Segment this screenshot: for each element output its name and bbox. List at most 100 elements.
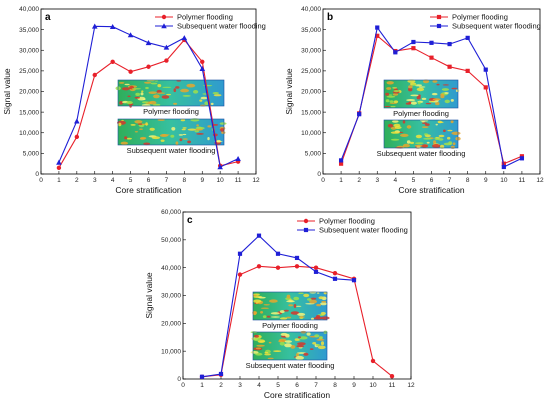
x-tick-label: 6 xyxy=(430,177,434,184)
y-tick-label: 30,000 xyxy=(301,47,321,54)
inset-speckle xyxy=(145,86,149,90)
y-tick-label: 20,000 xyxy=(301,89,321,96)
y-tick-label: 20,000 xyxy=(19,89,39,96)
data-point xyxy=(351,278,357,283)
inset-speckle xyxy=(220,128,225,132)
data-point xyxy=(447,64,452,69)
y-tick-label: 10,000 xyxy=(301,130,321,137)
y-tick-label: 60,000 xyxy=(161,209,181,216)
inset-speckle xyxy=(157,118,165,121)
inset-speckle xyxy=(415,142,424,145)
inset-speckle xyxy=(268,341,272,344)
inset-speckle xyxy=(450,120,454,124)
inset-speckle xyxy=(253,299,262,303)
y-tick-label: 50,000 xyxy=(161,237,181,244)
inset-speckle xyxy=(435,102,440,106)
inset-speckle xyxy=(406,99,416,102)
inset-speckle xyxy=(440,93,444,96)
inset-image-border xyxy=(383,79,459,109)
y-tick-label: 15,000 xyxy=(301,109,321,116)
inset-image-border xyxy=(383,119,459,149)
inset-speckle xyxy=(402,143,410,148)
inset-speckle xyxy=(414,144,423,147)
x-tick-label: 7 xyxy=(448,177,452,184)
inset-speckle xyxy=(406,125,412,129)
inset-speckle xyxy=(320,316,330,320)
inset-speckle xyxy=(138,123,143,125)
inset-speckle xyxy=(286,316,292,319)
inset-image-polymer xyxy=(115,79,225,108)
inset-speckle xyxy=(387,123,394,128)
inset-speckle xyxy=(161,134,170,136)
inset-speckle xyxy=(284,340,292,343)
inset-speckle xyxy=(309,299,317,304)
inset-speckle xyxy=(293,296,300,301)
inset-speckle xyxy=(139,137,146,140)
data-point xyxy=(447,41,452,47)
y-tick-label: 30,000 xyxy=(161,293,181,300)
inset-speckle xyxy=(435,123,438,126)
inset-speckle xyxy=(216,139,221,143)
inset-image-border xyxy=(117,79,225,107)
inset-speckle xyxy=(285,333,290,338)
y-axis-title: Signal value xyxy=(144,272,154,319)
inset-speckle xyxy=(182,138,188,140)
data-point xyxy=(199,374,205,379)
inset-speckle xyxy=(196,133,204,135)
inset-speckle xyxy=(437,120,442,124)
inset-speckle xyxy=(426,141,430,144)
inset-speckle xyxy=(264,353,271,356)
x-tick-label: 12 xyxy=(536,177,544,184)
x-tick-label: 3 xyxy=(93,177,97,184)
inset-speckle xyxy=(320,311,326,315)
inset-speckle xyxy=(180,88,190,93)
inset-speckle xyxy=(393,100,399,103)
inset-speckle xyxy=(142,101,149,104)
x-tick-label: 5 xyxy=(412,177,416,184)
data-point xyxy=(313,269,319,274)
inset-speckle xyxy=(386,87,392,90)
data-point xyxy=(256,233,262,238)
inset-speckle xyxy=(296,345,305,348)
inset-speckle xyxy=(432,98,441,101)
inset-speckle xyxy=(219,122,227,125)
x-tick-label: 10 xyxy=(500,177,508,184)
x-tick-label: 9 xyxy=(200,177,204,184)
legend-label: Polymer flooding xyxy=(452,13,508,22)
inset-speckle xyxy=(416,87,425,92)
inset-speckle xyxy=(297,336,302,339)
inset-speckle xyxy=(455,89,460,92)
inset-speckle xyxy=(141,90,144,93)
x-tick-label: 6 xyxy=(147,177,151,184)
inset-caption: Polymer flooding xyxy=(262,321,318,330)
inset-speckle xyxy=(303,293,310,298)
inset-speckle xyxy=(199,99,203,102)
inset-speckle xyxy=(267,357,274,360)
inset-speckle xyxy=(390,138,400,141)
data-point xyxy=(313,265,319,270)
inset-speckle xyxy=(273,350,282,352)
inset-speckle xyxy=(255,347,261,350)
panel-b: 0 1 2 3 4 5 6 7 8 9 10 11 1205,00010,00015,00020,000… xyxy=(284,6,544,195)
inset-speckle xyxy=(390,105,396,108)
data-point xyxy=(294,255,300,261)
y-tick-label: 20,000 xyxy=(161,321,181,328)
panel-label: a xyxy=(45,12,51,23)
x-tick-label: 8 xyxy=(333,382,337,389)
data-point xyxy=(218,371,224,377)
y-tick-label: 10,000 xyxy=(161,348,181,355)
inset-speckle xyxy=(444,92,449,94)
inset-speckle xyxy=(182,95,191,97)
data-point xyxy=(237,272,243,277)
inset-speckle xyxy=(260,307,269,309)
inset-speckle xyxy=(409,141,415,145)
inset-speckle xyxy=(424,133,428,136)
legend-label: Subsequent water flooding xyxy=(177,22,266,31)
inset-speckle xyxy=(173,88,177,93)
inset-image-border xyxy=(252,331,328,361)
x-tick-label: 7 xyxy=(165,177,169,184)
inset-speckle xyxy=(295,305,302,307)
inset-speckle xyxy=(422,79,430,84)
data-point xyxy=(465,35,470,40)
data-point xyxy=(370,358,376,364)
